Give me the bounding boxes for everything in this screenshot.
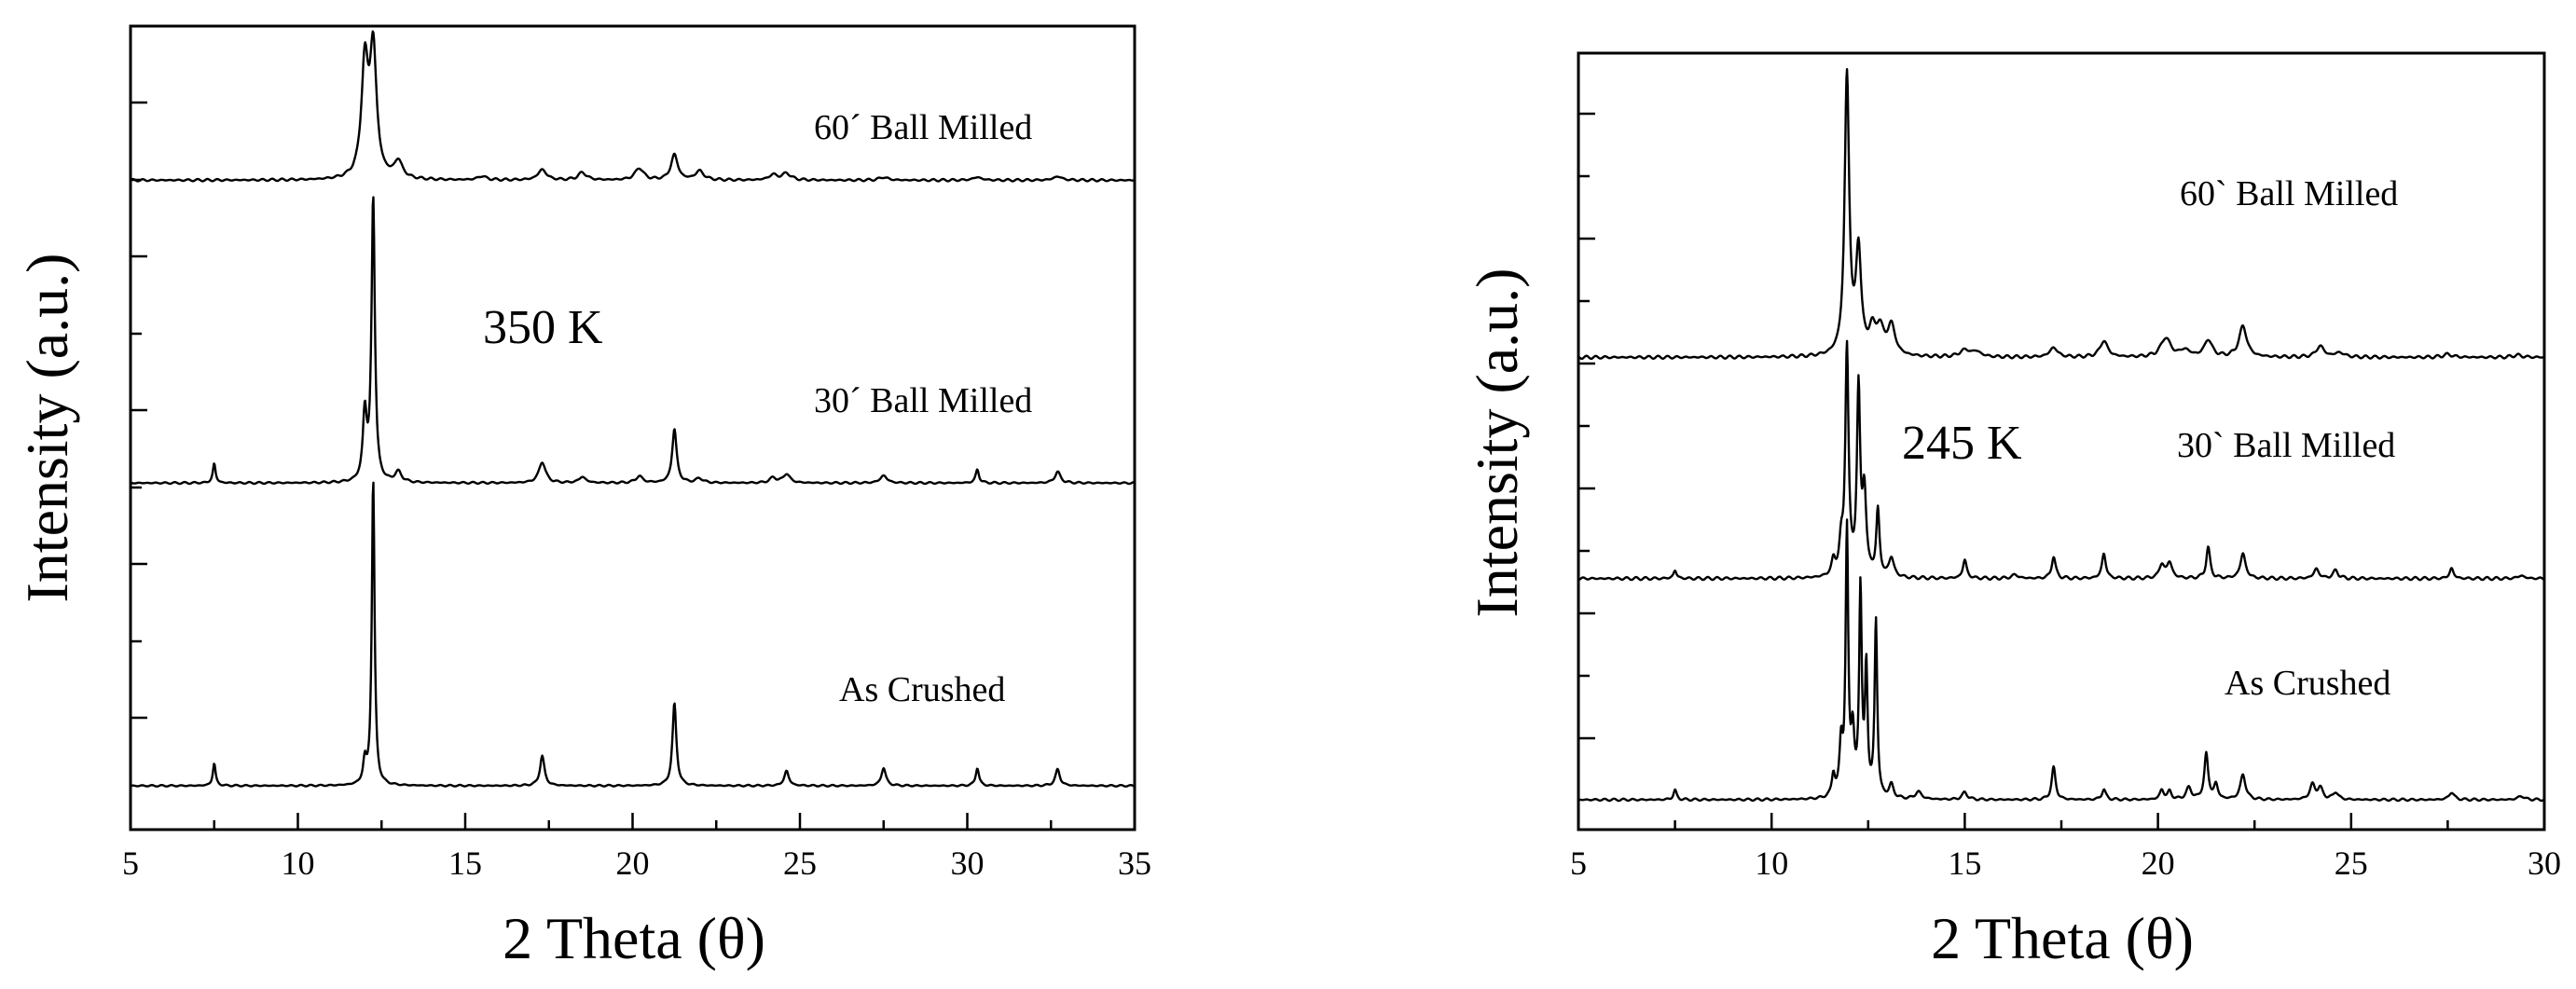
x-tick-label: 25 — [783, 845, 817, 882]
x-axis-ticks — [129, 813, 1136, 830]
x-tick-label: 15 — [1948, 845, 1981, 882]
x-tick-label: 10 — [282, 845, 315, 882]
left-axis-ticks — [1578, 112, 1595, 740]
series-label-as-crushed: As Crushed — [839, 670, 1005, 709]
x-axis-title: 2 Theta (θ) — [503, 905, 765, 971]
xrd-trace — [1577, 518, 2545, 803]
x-tick-label: 20 — [2142, 845, 2175, 882]
x-axis-tick-labels: 5 10 15 20 25 30 — [1570, 845, 2561, 882]
x-tick-label: 30 — [2528, 845, 2561, 882]
panel-350k: 5 10 15 20 25 30 35 60´ Ball Milled 30´ Ball M… — [14, 24, 1151, 971]
left-axis-ticks — [131, 101, 147, 720]
x-axis-tick-labels: 5 10 15 20 25 30 35 — [122, 845, 1151, 882]
panel-245k: 5 10 15 20 25 30 60` Ball Milled 30` Ball Mil… — [1464, 51, 2561, 971]
temperature-label: 245 K — [1902, 417, 2022, 470]
series-label-60-ball-milled: 60´ Ball Milled — [814, 108, 1032, 147]
xrd-trace — [130, 30, 1136, 183]
x-tick-label: 5 — [122, 845, 139, 882]
xrd-trace — [1577, 339, 2545, 582]
x-tick-label: 15 — [448, 845, 482, 882]
temperature-label: 350 K — [483, 301, 603, 354]
y-axis-title: Intensity (a.u.) — [1464, 268, 1530, 618]
x-tick-label: 35 — [1118, 845, 1151, 882]
xrd-traces — [130, 30, 1136, 788]
xrd-trace — [130, 196, 1136, 486]
series-label-as-crushed: As Crushed — [2225, 664, 2390, 703]
x-tick-label: 25 — [2335, 845, 2368, 882]
plot-frame — [1577, 51, 2546, 831]
xrd-traces — [1577, 68, 2545, 803]
series-label-60-ball-milled: 60` Ball Milled — [2180, 174, 2398, 213]
x-axis-ticks — [1577, 813, 2546, 830]
series-label-30-ball-milled: 30` Ball Milled — [2177, 426, 2395, 465]
x-tick-label: 30 — [951, 845, 985, 882]
x-tick-label: 10 — [1755, 845, 1788, 882]
x-axis-title: 2 Theta (θ) — [1931, 905, 2194, 971]
x-tick-label: 5 — [1570, 845, 1587, 882]
x-tick-label: 20 — [616, 845, 650, 882]
y-axis-title: Intensity (a.u.) — [14, 254, 80, 603]
xrd-trace — [130, 481, 1136, 788]
xrd-trace — [1577, 68, 2545, 361]
series-label-30-ball-milled: 30´ Ball Milled — [814, 381, 1032, 420]
